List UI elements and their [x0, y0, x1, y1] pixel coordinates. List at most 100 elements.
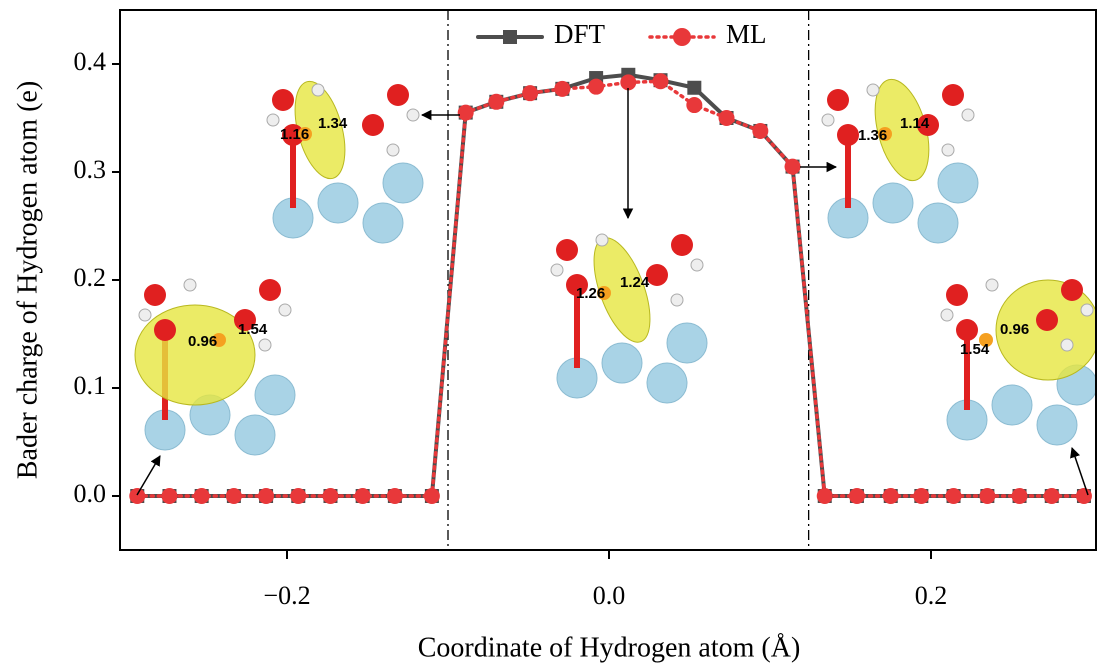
bond-length-label: 1.24	[620, 274, 650, 291]
atom-hydrogen	[138, 308, 152, 322]
atom-metal	[362, 202, 404, 244]
atom-oxygen	[556, 239, 578, 261]
atom-hydrogen	[550, 263, 564, 277]
atom-hydrogen	[985, 278, 999, 292]
inset: 1.54 0.96	[940, 278, 1097, 446]
atom-h-transfer	[979, 333, 993, 347]
y-axis-label: Bader charge of Hydrogen atom (e)	[12, 81, 43, 479]
atom-oxygen	[837, 124, 859, 146]
legend-marker	[503, 30, 517, 44]
x-axis-label: Coordinate of Hydrogen atom (Å)	[418, 632, 801, 663]
marker	[457, 104, 474, 121]
bond-length-label: 0.96	[1000, 321, 1029, 338]
atom-metal	[254, 374, 296, 416]
atom-hydrogen	[386, 143, 400, 157]
atom-oxygen	[646, 264, 668, 286]
atom-oxygen	[942, 84, 964, 106]
legend-label: ML	[726, 19, 767, 49]
atom-hydrogen	[1080, 303, 1094, 317]
atom-metal	[872, 182, 914, 224]
marker	[816, 488, 833, 504]
atom-oxygen	[154, 319, 176, 341]
bond-length-label: 1.16	[280, 126, 309, 143]
marker	[488, 93, 505, 110]
bond-length-label: 1.34	[318, 115, 348, 132]
atom-hydrogen	[670, 293, 684, 307]
marker	[161, 488, 178, 504]
marker	[913, 488, 930, 504]
marker	[979, 488, 996, 504]
atom-oxygen	[259, 279, 281, 301]
legend-label: DFT	[554, 19, 606, 49]
atom-hydrogen	[866, 83, 880, 97]
atom-hydrogen	[183, 278, 197, 292]
atom-hydrogen	[1060, 338, 1074, 352]
marker	[882, 488, 899, 504]
atom-oxygen	[956, 319, 978, 341]
marker	[258, 488, 275, 504]
atom-oxygen	[234, 309, 256, 331]
atom-h-transfer	[878, 127, 892, 141]
marker	[945, 488, 962, 504]
arrows	[136, 88, 1089, 496]
bond-length-label: 0.96	[188, 333, 217, 350]
atom-hydrogen	[940, 308, 954, 322]
y-tick-label: 0.2	[74, 263, 107, 292]
x-tick-label: 0.0	[593, 581, 626, 610]
y-tick-label: 0.1	[74, 371, 107, 400]
marker	[686, 97, 703, 114]
atom-oxygen	[144, 284, 166, 306]
atom-oxygen	[272, 89, 294, 111]
atom-hydrogen	[406, 108, 420, 122]
atom-metal	[382, 162, 424, 204]
marker	[687, 80, 702, 95]
marker	[193, 488, 210, 504]
atom-oxygen	[362, 114, 384, 136]
marker	[129, 488, 146, 504]
inset: 1.36 1.14	[821, 78, 979, 244]
marker	[1043, 488, 1060, 504]
arrow	[1070, 447, 1089, 496]
atom-metal	[917, 202, 959, 244]
atom-oxygen	[282, 124, 304, 146]
atom-oxygen	[1036, 309, 1058, 331]
arrow	[136, 455, 161, 496]
y-tick-label: 0.4	[74, 47, 107, 76]
atom-hydrogen	[595, 233, 609, 247]
atom-oxygen	[387, 84, 409, 106]
marker	[386, 488, 403, 504]
marker	[718, 110, 735, 126]
bond-length-label: 1.36	[858, 127, 887, 144]
bond-length-label: 1.54	[238, 321, 268, 338]
marker	[588, 78, 605, 95]
marker	[354, 488, 371, 504]
plot-area: 0.0 0.1 0.2 0.3 0.4 −0.2 0.0 0.2 DFT ML	[74, 9, 1097, 610]
atom-metal	[937, 162, 979, 204]
marker	[423, 488, 440, 504]
atom-oxygen	[917, 114, 939, 136]
legend-marker	[673, 28, 691, 46]
bond-length-label: 1.26	[576, 285, 605, 302]
marker	[1075, 488, 1092, 504]
atom-hydrogen	[266, 113, 280, 127]
marker	[522, 85, 539, 102]
atom-oxygen	[566, 274, 588, 296]
atom-hydrogen	[311, 83, 325, 97]
y-tick-label: 0.0	[74, 479, 107, 508]
atom-metal	[601, 342, 643, 384]
atom-hydrogen	[821, 113, 835, 127]
atom-h-transfer	[212, 333, 226, 347]
inset: 1.26 1.24	[550, 233, 708, 404]
atom-h-transfer	[597, 286, 611, 300]
marker	[848, 488, 865, 504]
atom-hydrogen	[941, 143, 955, 157]
atom-hydrogen	[258, 338, 272, 352]
atom-oxygen	[671, 234, 693, 256]
atom-hydrogen	[278, 303, 292, 317]
atom-oxygen	[1061, 279, 1083, 301]
atom-hydrogen	[961, 108, 975, 122]
x-tick-label: 0.2	[915, 581, 948, 610]
atom-metal	[666, 322, 708, 364]
marker	[784, 158, 801, 175]
atom-metal	[991, 384, 1033, 426]
